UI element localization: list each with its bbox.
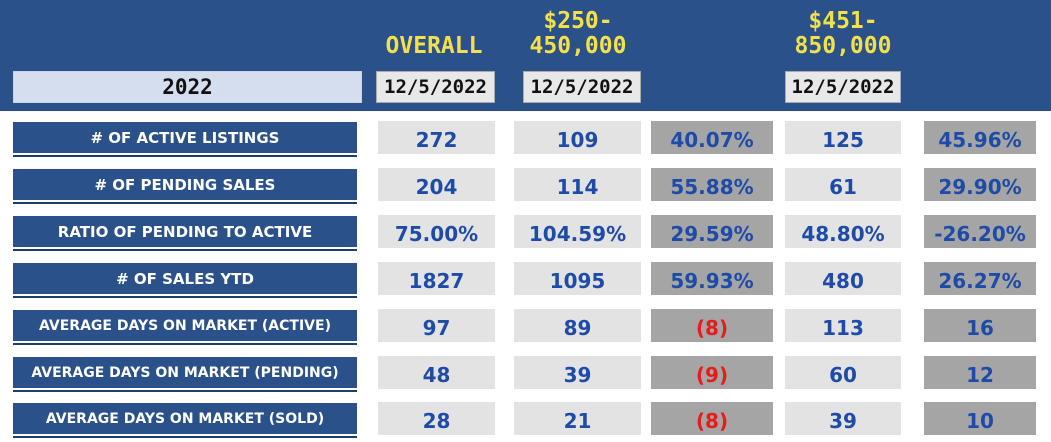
header-overall: OVERALL: [385, 33, 483, 59]
row-label: # OF SALES YTD: [13, 263, 357, 296]
band2-percent: 26.27%: [924, 262, 1036, 295]
row-label: AVERAGE DAYS ON MARKET (PENDING): [13, 357, 357, 390]
date-price-band-2: 12/5/2022: [785, 71, 901, 103]
date-overall: 12/5/2022: [376, 71, 495, 103]
row-label: RATIO OF PENDING TO ACTIVE: [13, 216, 357, 249]
band1-value: 89: [514, 309, 641, 342]
band2-percent: 45.96%: [924, 121, 1036, 154]
header-price-band-2: $451- 850,000: [794, 8, 892, 59]
overall-value: 75.00%: [378, 215, 495, 248]
row-label: # OF ACTIVE LISTINGS: [13, 122, 357, 155]
year-label: 2022: [13, 71, 362, 103]
row-dom-active: AVERAGE DAYS ON MARKET (ACTIVE) 97 89 (8…: [0, 309, 1051, 349]
row-pending-sales: # OF PENDING SALES 204 114 55.88% 61 29.…: [0, 168, 1051, 208]
overall-value: 97: [378, 309, 495, 342]
date-price-band-1: 12/5/2022: [523, 71, 641, 103]
row-label: AVERAGE DAYS ON MARKET (SOLD): [13, 403, 357, 436]
row-dom-pending: AVERAGE DAYS ON MARKET (PENDING) 48 39 (…: [0, 356, 1051, 396]
overall-value: 28: [378, 402, 495, 435]
overall-value: 1827: [378, 262, 495, 295]
band1-percent: 29.59%: [651, 215, 773, 248]
overall-value: 204: [378, 168, 495, 201]
band1-value: 109: [514, 121, 641, 154]
band2-difference: 10: [924, 402, 1036, 435]
band2-value: 60: [785, 356, 901, 389]
band1-value: 114: [514, 168, 641, 201]
row-label: # OF PENDING SALES: [13, 169, 357, 202]
band2-value: 125: [785, 121, 901, 154]
band2-value: 113: [785, 309, 901, 342]
overall-value: 272: [378, 121, 495, 154]
band1-value: 1095: [514, 262, 641, 295]
band1-value: 39: [514, 356, 641, 389]
row-pending-to-active-ratio: RATIO OF PENDING TO ACTIVE 75.00% 104.59…: [0, 215, 1051, 255]
band2-value: 39: [785, 402, 901, 435]
band2-difference: 12: [924, 356, 1036, 389]
band2-value: 480: [785, 262, 901, 295]
band1-difference: (8): [651, 402, 773, 435]
band2-percent: 29.90%: [924, 168, 1036, 201]
band1-difference: (9): [651, 356, 773, 389]
band1-percent: 55.88%: [651, 168, 773, 201]
band2-value: 61: [785, 168, 901, 201]
band1-difference: (8): [651, 309, 773, 342]
band2-percent: -26.20%: [924, 215, 1036, 248]
row-label: AVERAGE DAYS ON MARKET (ACTIVE): [13, 310, 357, 343]
row-sales-ytd: # OF SALES YTD 1827 1095 59.93% 480 26.2…: [0, 262, 1051, 302]
band2-difference: 16: [924, 309, 1036, 342]
band1-value: 104.59%: [514, 215, 641, 248]
row-dom-sold: AVERAGE DAYS ON MARKET (SOLD) 28 21 (8) …: [0, 402, 1051, 442]
row-active-listings: # OF ACTIVE LISTINGS 272 109 40.07% 125 …: [0, 121, 1051, 161]
band1-percent: 40.07%: [651, 121, 773, 154]
band2-value: 48.80%: [785, 215, 901, 248]
band1-percent: 59.93%: [651, 262, 773, 295]
band1-value: 21: [514, 402, 641, 435]
overall-value: 48: [378, 356, 495, 389]
header-price-band-1: $250- 450,000: [529, 8, 627, 59]
